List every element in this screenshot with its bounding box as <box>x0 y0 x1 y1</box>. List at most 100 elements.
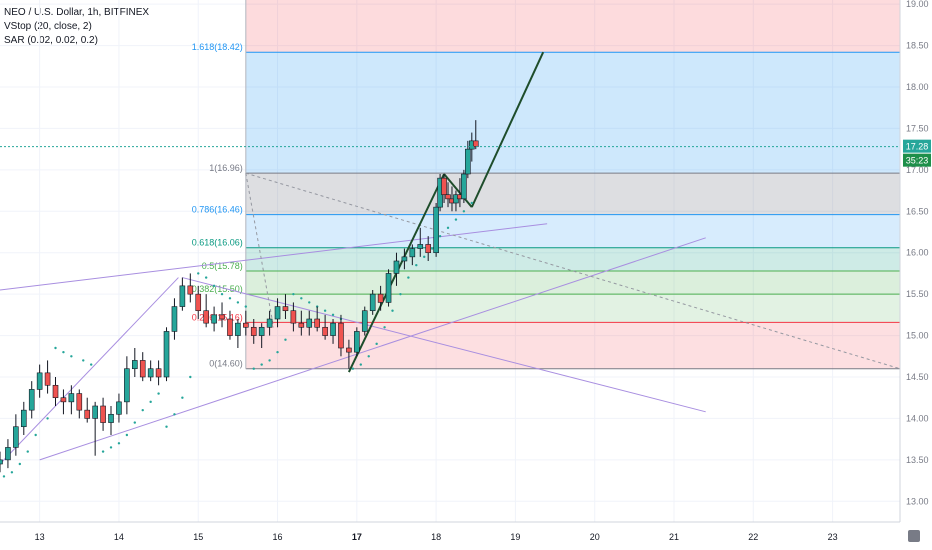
sar-dot <box>375 342 378 346</box>
fib-level-label: 1(16.96) <box>209 163 243 173</box>
candle-body <box>250 326 257 336</box>
sar-dot <box>351 367 355 370</box>
x-tick-label: 18 <box>431 532 441 542</box>
sar-dot <box>212 284 216 288</box>
fib-zone <box>245 52 901 174</box>
candle-body <box>84 409 91 419</box>
sar-dot <box>244 305 248 308</box>
y-tick-label: 16.50 <box>906 206 929 216</box>
candle-body <box>393 260 400 274</box>
candle-body <box>139 360 146 378</box>
trend-line <box>470 51 545 208</box>
candle-body <box>401 256 408 262</box>
price-label-bg <box>903 139 931 153</box>
fib-zone <box>245 214 901 248</box>
sar-dot <box>454 218 458 221</box>
sar-dot <box>220 292 224 296</box>
sar-dot <box>46 417 49 420</box>
candle-body <box>52 384 59 399</box>
fib-zone <box>245 322 901 369</box>
sar-dot <box>26 450 29 453</box>
candle-body <box>68 393 75 403</box>
x-tick-label: 13 <box>35 532 45 542</box>
candle-body <box>465 148 471 175</box>
sar-dot <box>252 367 255 370</box>
x-tick-label: 21 <box>669 532 679 542</box>
sar-dot <box>292 292 295 296</box>
candle-body <box>369 293 376 312</box>
sar-dot <box>18 462 22 466</box>
candle-body <box>314 318 320 328</box>
candle-body <box>385 273 392 303</box>
y-tick-label: 17.50 <box>906 123 929 133</box>
countdown-label: 35:23 <box>906 156 929 166</box>
candle-body <box>445 194 451 200</box>
candle-body <box>243 322 249 328</box>
legend-symbol[interactable]: NEO / U.S. Dollar, 1h, BITFINEX <box>4 7 150 18</box>
sar-dot <box>101 450 105 453</box>
sar-dot <box>149 400 152 404</box>
candle-body <box>409 248 416 258</box>
price-label: 17.28 <box>906 142 929 152</box>
candle-body <box>417 244 424 249</box>
sar-dot <box>109 446 113 449</box>
sar-dot <box>70 355 73 358</box>
candle-body <box>76 393 83 411</box>
legend-vstop[interactable]: VStop (20, close, 2) <box>4 21 92 32</box>
sar-dot <box>407 276 410 279</box>
candle-body <box>44 372 51 386</box>
y-tick-label: 17.00 <box>906 165 929 175</box>
candle-body <box>330 322 336 336</box>
candle-body <box>377 293 384 303</box>
y-tick-label: 14.50 <box>906 372 929 382</box>
time-axis-bg <box>0 522 932 550</box>
sar-dot <box>165 425 168 428</box>
sar-dot <box>34 433 37 437</box>
candle-body <box>203 310 209 324</box>
sar-dot <box>331 313 335 317</box>
sar-dot <box>323 309 327 312</box>
sar-dot <box>284 338 287 341</box>
y-tick-label: 18.50 <box>906 41 929 51</box>
trend-line <box>0 223 548 291</box>
x-tick-label: 16 <box>273 532 283 542</box>
sar-dot <box>260 363 263 366</box>
fib-level-label: 0(14.60) <box>209 359 243 369</box>
sar-dot <box>308 301 311 304</box>
candle-body <box>155 368 162 378</box>
x-tick-label: 14 <box>114 532 124 542</box>
candle-body <box>171 306 178 332</box>
candle-body <box>187 285 194 295</box>
trend-line <box>443 173 473 208</box>
candle-body <box>461 173 467 200</box>
sar-dot <box>173 413 176 416</box>
x-tick-label: 23 <box>828 532 838 542</box>
sar-dot <box>133 421 137 424</box>
countdown-label-bg <box>903 153 931 167</box>
candle-body <box>346 347 352 353</box>
y-tick-label: 13.00 <box>906 496 929 506</box>
candle-body <box>361 310 368 332</box>
legend-sar[interactable]: SAR (0.02, 0.02, 0.2) <box>4 35 98 46</box>
sar-dot <box>470 201 474 205</box>
trend-line <box>0 277 179 465</box>
fib-zone <box>245 294 901 323</box>
sar-dot <box>462 210 466 213</box>
candle-body <box>20 409 27 428</box>
candle-body <box>338 322 344 349</box>
candle-body <box>13 426 19 448</box>
candle-body <box>163 331 170 378</box>
candle-body <box>298 322 305 328</box>
settings-icon <box>908 530 920 542</box>
y-tick-label: 19.00 <box>906 0 929 9</box>
sar-dot <box>236 301 240 304</box>
fib-level-label: 0.382(15.50) <box>192 284 243 294</box>
sar-dot <box>423 255 426 259</box>
x-tick-label: 15 <box>193 532 203 542</box>
y-tick-label: 16.00 <box>906 248 929 258</box>
candle-body <box>274 306 281 320</box>
y-tick-label: 15.50 <box>906 289 929 299</box>
candle-body <box>147 368 154 378</box>
sar-dot <box>181 396 184 399</box>
